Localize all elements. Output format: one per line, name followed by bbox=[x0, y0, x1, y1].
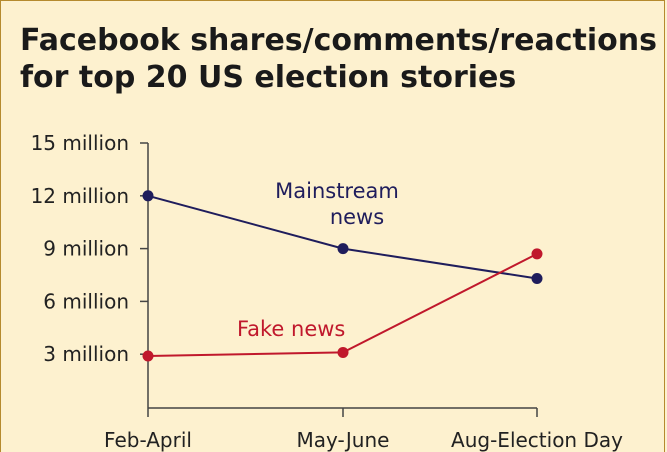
y-tick-label: 9 million bbox=[43, 237, 129, 261]
x-tick-label: Aug-Election Day bbox=[451, 428, 623, 452]
mainstream-news-point bbox=[142, 190, 154, 202]
fake-news-point bbox=[531, 248, 543, 260]
series-points bbox=[142, 190, 543, 362]
y-tick-label: 12 million bbox=[31, 184, 129, 208]
mainstream-news-label: Mainstream bbox=[275, 179, 399, 203]
y-tick-label: 6 million bbox=[43, 289, 129, 313]
x-tick-label: May-June bbox=[297, 428, 390, 452]
y-tick-label: 3 million bbox=[43, 342, 129, 366]
x-tick-label: Feb-April bbox=[104, 428, 192, 452]
y-axis-tick-labels: 3 million 6 million 9 million 12 million 15 … bbox=[31, 131, 129, 366]
fake-news-point bbox=[337, 346, 349, 358]
mainstream-news-label: news bbox=[330, 205, 384, 229]
mainstream-news-point bbox=[337, 243, 349, 255]
fake-news-point bbox=[142, 350, 154, 362]
mainstream-news-point bbox=[531, 273, 543, 285]
x-axis-tick-labels: Feb-April May-June Aug-Election Day bbox=[104, 428, 623, 452]
fake-news-label: Fake news bbox=[237, 317, 345, 341]
y-tick-label: 15 million bbox=[31, 131, 129, 155]
chart-title: Facebook shares/comments/reactions for t… bbox=[20, 23, 658, 95]
